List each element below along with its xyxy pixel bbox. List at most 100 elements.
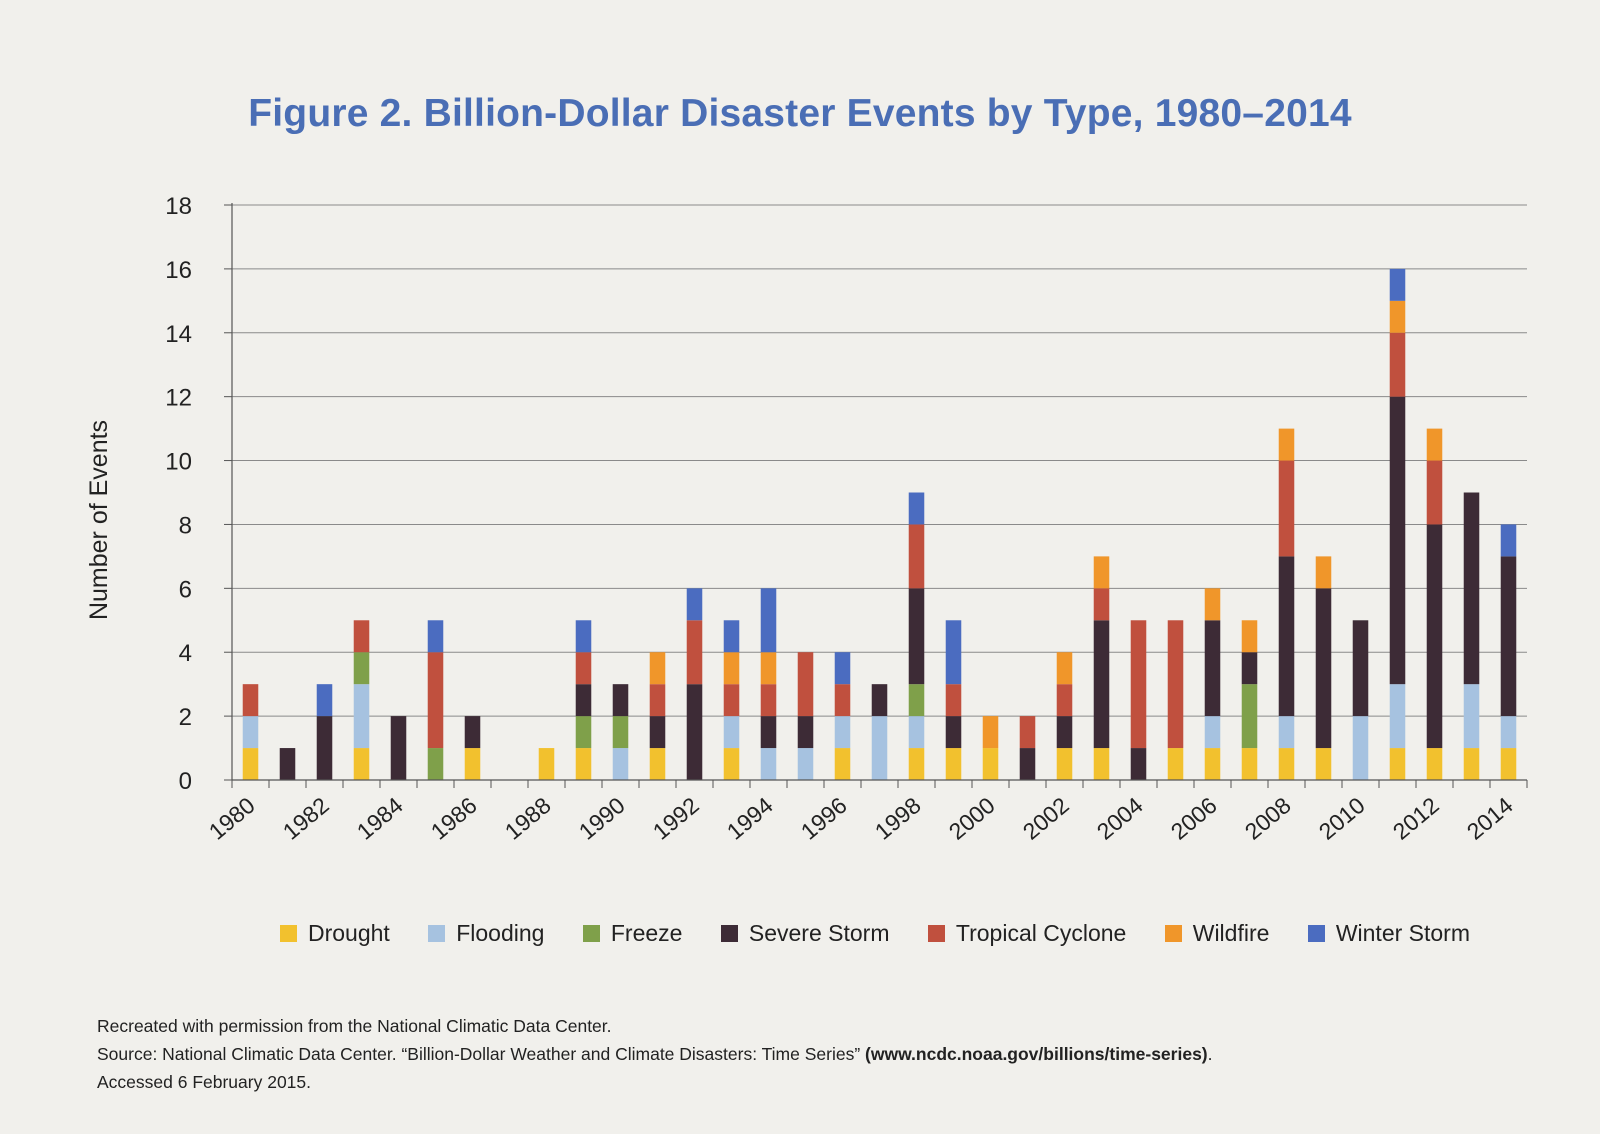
bar-segment-severe-storm-2012 <box>1426 524 1443 749</box>
bar-segment-wildfire-2002 <box>1056 652 1073 685</box>
bar-segment-severe-storm-1982 <box>316 716 333 780</box>
y-tick-label: 8 <box>179 512 192 539</box>
legend-label: Drought <box>308 920 390 946</box>
legend-swatch <box>280 925 297 942</box>
bar-segment-wildfire-2006 <box>1204 588 1221 621</box>
legend: Drought Flooding Freeze Severe Storm Tropica… <box>280 920 1470 947</box>
bar-segment-flooding-2006 <box>1204 716 1221 749</box>
chart: 0 2 4 6 8 10 12 14 16 18 1980 1982 1984 1986 1988 1990… <box>85 193 1528 845</box>
legend-label: Tropical Cyclone <box>955 920 1127 946</box>
bar-segment-flooding-2010 <box>1352 716 1369 780</box>
bar-segment-flooding-2014 <box>1500 716 1517 749</box>
legend-swatch <box>927 925 945 942</box>
legend-label: Wildfire <box>1192 920 1270 946</box>
bar-segment-tropical-cyclone-1985 <box>427 652 444 749</box>
x-tick-labels: 1980 1982 1984 1986 1988 1990 1992 1994 1996 1998… <box>204 792 1518 845</box>
bar-segment-flooding-1983 <box>353 684 370 749</box>
bar-segment-drought-2003 <box>1093 748 1110 780</box>
bar-segment-wildfire-2003 <box>1093 556 1110 589</box>
bars <box>242 268 1517 780</box>
bar-segment-winter-storm-1994 <box>760 588 777 653</box>
bar-segment-drought-2000 <box>982 748 999 780</box>
bar-segment-severe-storm-2004 <box>1130 748 1147 780</box>
bar-segment-tropical-cyclone-1996 <box>834 684 851 717</box>
bar-segment-wildfire-2011 <box>1389 300 1406 333</box>
x-tick-label: 1996 <box>796 792 852 845</box>
y-tick-label: 0 <box>179 768 192 795</box>
x-tick-label: 2014 <box>1462 792 1518 845</box>
bar-segment-severe-storm-2006 <box>1204 620 1221 717</box>
x-tick-label: 1994 <box>722 792 778 845</box>
bar-segment-drought-1991 <box>649 748 666 780</box>
bar-segment-tropical-cyclone-1998 <box>908 524 925 589</box>
bar-segment-drought-2002 <box>1056 748 1073 780</box>
x-tick-label: 2002 <box>1018 792 1074 845</box>
bar-segment-severe-storm-2014 <box>1500 556 1517 717</box>
bar-segment-flooding-1994 <box>760 748 777 780</box>
bar-segment-wildfire-2012 <box>1426 428 1443 461</box>
legend-swatch <box>720 925 738 942</box>
y-tick-label: 12 <box>165 385 192 412</box>
bar-segment-wildfire-2008 <box>1278 428 1295 461</box>
bar-segment-drought-2014 <box>1500 748 1517 780</box>
bar-segment-wildfire-1994 <box>760 652 777 685</box>
bar-segment-freeze-1998 <box>908 684 925 717</box>
bar-segment-severe-storm-2002 <box>1056 716 1073 749</box>
bar-segment-tropical-cyclone-2001 <box>1019 716 1036 749</box>
bar-segment-severe-storm-2009 <box>1315 588 1332 749</box>
bar-segment-winter-storm-1998 <box>908 492 925 525</box>
permission-note: Recreated with permission from the Natio… <box>97 1016 612 1036</box>
bar-segment-freeze-2007 <box>1241 684 1258 749</box>
y-axis-label: Number of Events <box>85 420 113 620</box>
bar-segment-freeze-1983 <box>353 652 370 685</box>
bar-segment-severe-storm-1989 <box>575 684 592 717</box>
bar-segment-wildfire-1991 <box>649 652 666 685</box>
bar-segment-winter-storm-1985 <box>427 620 444 653</box>
bar-segment-drought-2005 <box>1167 748 1184 780</box>
bar-segment-flooding-1995 <box>797 748 814 780</box>
legend-label: Severe Storm <box>748 920 890 946</box>
legend-item-severe-storm: Severe Storm <box>720 920 890 947</box>
x-tick-label: 2008 <box>1240 792 1296 845</box>
bar-segment-tropical-cyclone-1994 <box>760 684 777 717</box>
bar-segment-severe-storm-2007 <box>1241 652 1258 685</box>
bar-segment-drought-1988 <box>538 748 555 780</box>
bar-segment-drought-1983 <box>353 748 370 780</box>
bar-segment-drought-1998 <box>908 748 925 780</box>
source-end: . <box>1207 1044 1213 1064</box>
x-tick-label: 1990 <box>574 792 630 845</box>
x-tick-label: 1992 <box>648 792 704 845</box>
bar-segment-winter-storm-1982 <box>316 684 333 717</box>
bar-segment-tropical-cyclone-1980 <box>242 684 259 717</box>
bar-segment-tropical-cyclone-2002 <box>1056 684 1073 717</box>
bar-segment-tropical-cyclone-2004 <box>1130 620 1147 749</box>
bar-segment-winter-storm-1999 <box>945 620 962 685</box>
bar-segment-severe-storm-1984 <box>390 716 407 780</box>
bar-segment-severe-storm-1990 <box>612 684 629 717</box>
bar-segment-wildfire-2009 <box>1315 556 1332 589</box>
x-tick-label: 1984 <box>352 792 408 845</box>
chart-title: Figure 2. Billion-Dollar Disaster Events… <box>248 92 1352 135</box>
bar-segment-severe-storm-1994 <box>760 716 777 749</box>
bar-segment-freeze-1985 <box>427 748 444 780</box>
bar-segment-severe-storm-1986 <box>464 716 481 749</box>
source-url: (www.ncdc.noaa.gov/billions/time-series) <box>865 1044 1208 1064</box>
bar-segment-drought-1999 <box>945 748 962 780</box>
legend-label: Flooding <box>456 920 545 946</box>
bar-segment-freeze-1990 <box>612 716 629 749</box>
x-tick-label: 1980 <box>204 792 260 845</box>
bar-segment-drought-2012 <box>1426 748 1443 780</box>
bar-segment-drought-1993 <box>723 748 740 780</box>
bar-segment-severe-storm-2013 <box>1463 492 1480 685</box>
x-tick-label: 1998 <box>870 792 926 845</box>
bar-segment-winter-storm-1992 <box>686 588 703 621</box>
bar-segment-flooding-1980 <box>242 716 259 749</box>
x-tick-label: 2006 <box>1166 792 1222 845</box>
bar-segment-flooding-1997 <box>871 716 888 780</box>
bar-segment-severe-storm-1999 <box>945 716 962 749</box>
gridlines <box>232 204 1527 717</box>
x-tick-label: 2010 <box>1314 792 1370 845</box>
y-tick-label: 4 <box>179 640 192 667</box>
bar-segment-tropical-cyclone-1989 <box>575 652 592 685</box>
legend-swatch <box>428 925 446 942</box>
